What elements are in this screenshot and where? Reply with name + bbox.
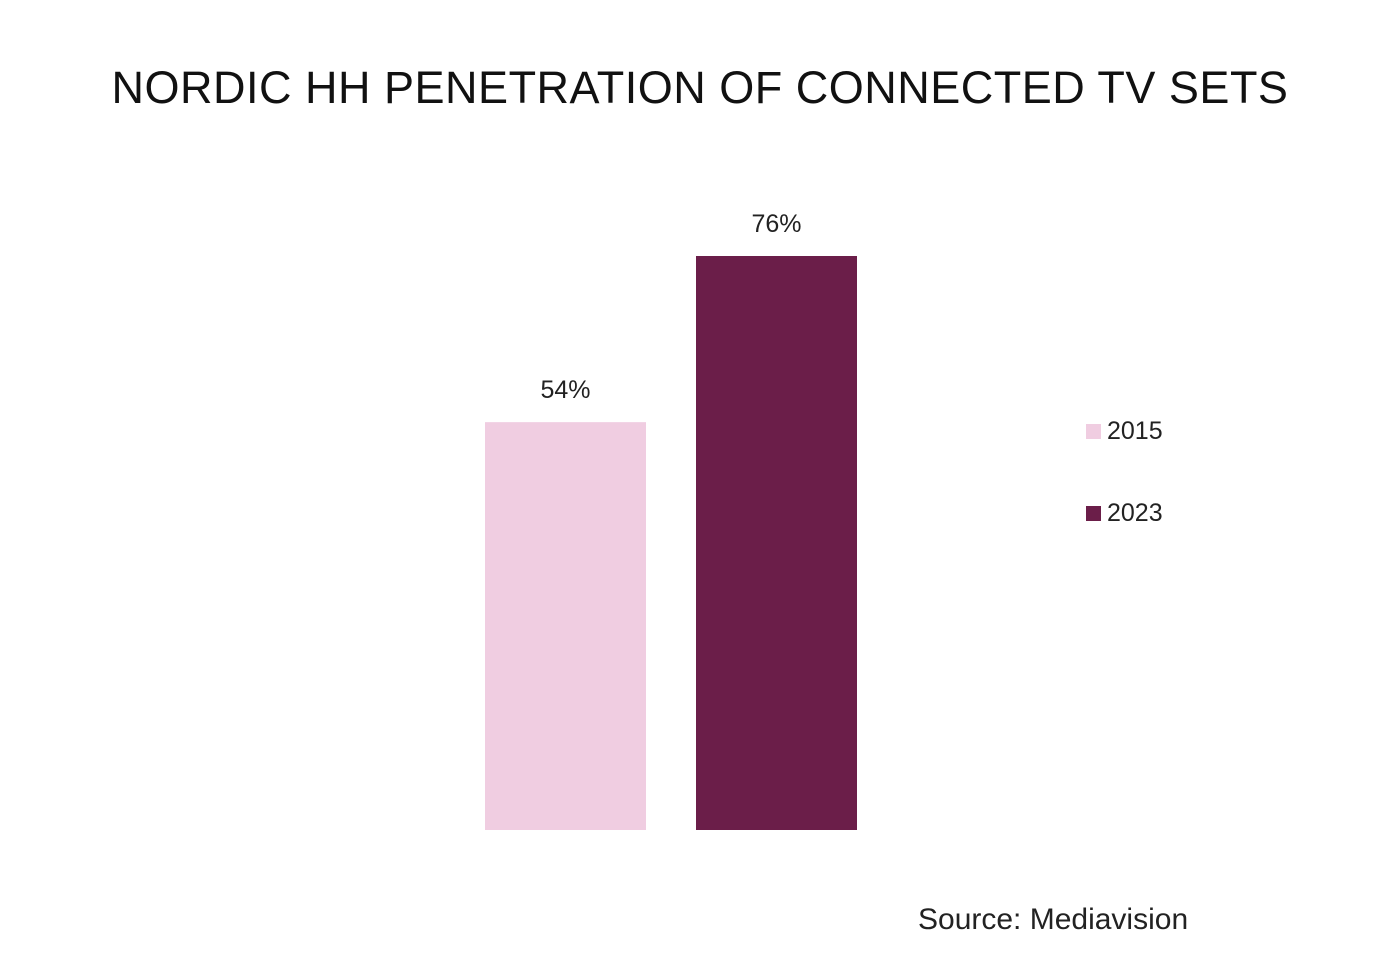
legend-label-2015: 2015 xyxy=(1107,416,1163,445)
data-label-2015: 54% xyxy=(540,376,590,404)
legend-item-2015: 2015 xyxy=(1086,412,1163,450)
chart-title: NORDIC HH PENETRATION OF CONNECTED TV SE… xyxy=(111,62,1289,113)
bar-2015 xyxy=(485,422,646,830)
legend: 2015 2023 xyxy=(1086,412,1163,576)
bar-2023 xyxy=(696,256,857,830)
legend-swatch-2015 xyxy=(1086,423,1101,439)
legend-item-2023: 2023 xyxy=(1086,494,1163,532)
data-label-2023: 76% xyxy=(751,210,801,238)
legend-swatch-2023 xyxy=(1086,505,1101,521)
legend-label-2023: 2023 xyxy=(1107,498,1163,527)
source-note: Source: Mediavision xyxy=(918,903,1189,936)
